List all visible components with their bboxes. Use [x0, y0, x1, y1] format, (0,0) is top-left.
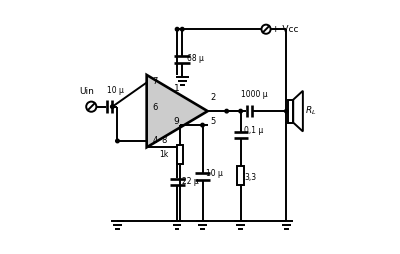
Text: 9: 9	[173, 117, 179, 126]
Text: 2: 2	[211, 93, 216, 102]
Text: 6: 6	[152, 103, 158, 112]
Circle shape	[180, 27, 184, 31]
Text: 7: 7	[152, 77, 158, 86]
Circle shape	[201, 123, 204, 127]
Circle shape	[110, 105, 114, 108]
Text: 4: 4	[152, 136, 158, 146]
Text: $R_L$: $R_L$	[305, 105, 316, 117]
Bar	[238, 166, 244, 185]
Circle shape	[175, 27, 179, 31]
Text: + Vcc: + Vcc	[272, 25, 299, 34]
Text: 22 μ: 22 μ	[182, 177, 198, 186]
Text: 68 μ: 68 μ	[187, 54, 204, 63]
Polygon shape	[147, 75, 208, 147]
Text: Uin: Uin	[79, 87, 94, 96]
Circle shape	[284, 109, 288, 113]
Circle shape	[116, 139, 119, 143]
Circle shape	[262, 25, 271, 34]
Text: 5: 5	[211, 117, 216, 126]
Polygon shape	[293, 91, 303, 132]
Text: 3,3: 3,3	[244, 173, 256, 182]
Text: 1: 1	[174, 84, 180, 93]
Circle shape	[86, 102, 96, 112]
Text: 10 μ: 10 μ	[107, 86, 124, 95]
Text: 10 μ: 10 μ	[206, 169, 223, 179]
Circle shape	[225, 109, 228, 113]
Bar	[288, 100, 293, 123]
Text: 1000 μ: 1000 μ	[241, 90, 267, 99]
Circle shape	[239, 109, 242, 113]
Bar	[176, 145, 183, 165]
Text: 0,1 μ: 0,1 μ	[244, 126, 264, 135]
Text: 8: 8	[161, 136, 167, 146]
Text: 1k: 1k	[159, 150, 168, 160]
